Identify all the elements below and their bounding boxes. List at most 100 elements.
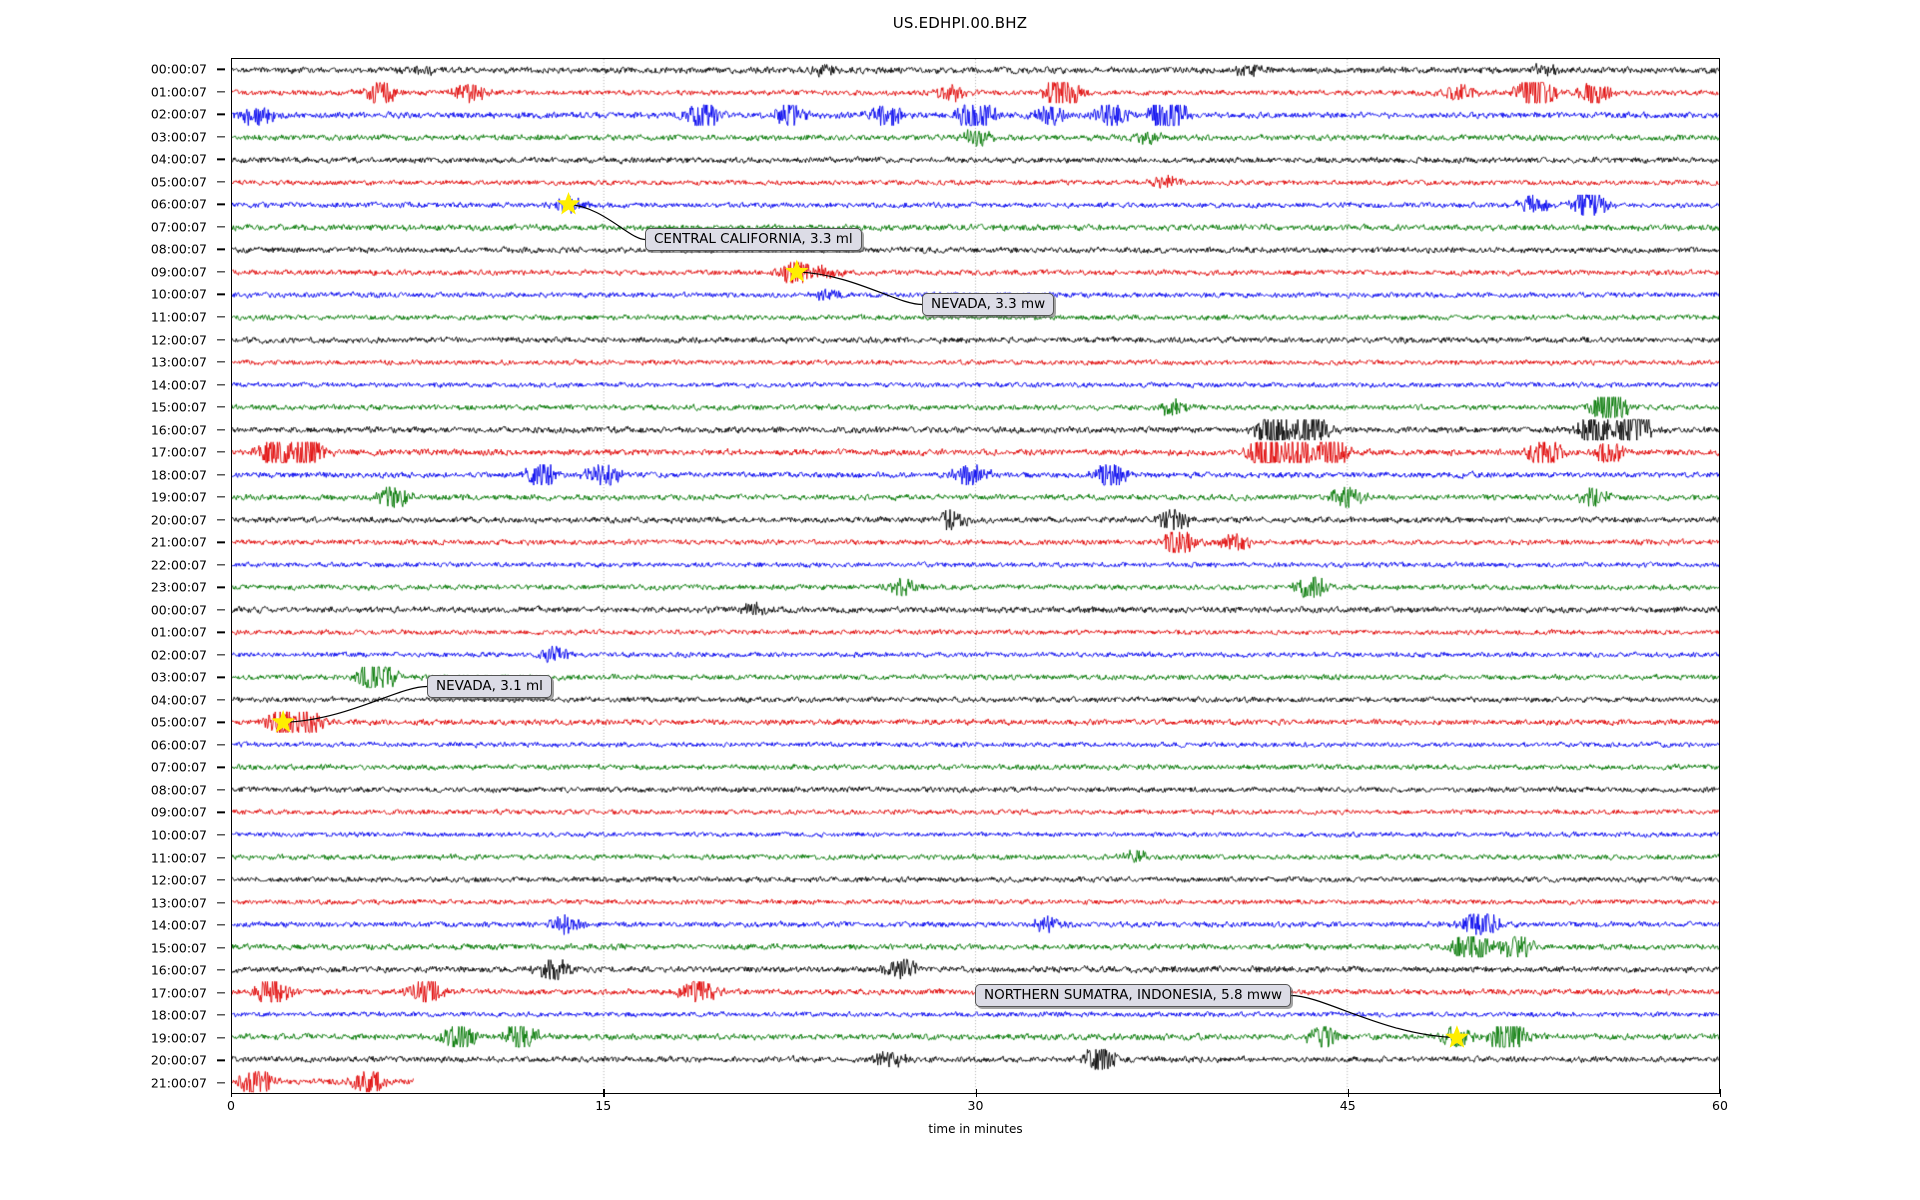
y-tick-mark bbox=[217, 564, 225, 566]
x-tick-label: 15 bbox=[595, 1098, 612, 1113]
y-axis-tick-labels: 00:00:07 01:00:07 02:00:07 03:00:07 04:00:07… bbox=[0, 58, 225, 1094]
y-tick-mark bbox=[217, 293, 225, 296]
y-tick-mark bbox=[217, 631, 225, 633]
y-tick-label: 09:00:07 bbox=[150, 804, 207, 820]
event-annotation-event-nevada-31ml[interactable]: NEVADA, 3.1 ml bbox=[427, 675, 552, 699]
y-tick-mark bbox=[217, 811, 225, 814]
plot-area bbox=[231, 58, 1720, 1094]
y-tick-mark bbox=[217, 496, 225, 498]
y-tick-label: 01:00:07 bbox=[150, 84, 207, 100]
y-tick-label: 14:00:07 bbox=[150, 377, 207, 393]
x-tick-label: 30 bbox=[967, 1098, 984, 1113]
y-tick-label: 18:00:07 bbox=[150, 1007, 207, 1023]
y-tick-label: 09:00:07 bbox=[150, 264, 207, 280]
y-tick-label: 13:00:07 bbox=[150, 895, 207, 911]
y-tick-label: 07:00:07 bbox=[150, 759, 207, 775]
y-tick-mark bbox=[217, 271, 225, 273]
y-tick-label: 04:00:07 bbox=[150, 151, 207, 167]
y-tick-mark bbox=[217, 676, 225, 678]
x-tick-mark bbox=[603, 1089, 605, 1097]
y-tick-mark bbox=[217, 699, 225, 701]
y-tick-mark bbox=[217, 338, 225, 341]
y-tick-label: 06:00:07 bbox=[150, 196, 207, 212]
y-tick-label: 03:00:07 bbox=[150, 129, 207, 145]
y-tick-label: 17:00:07 bbox=[150, 985, 207, 1001]
y-tick-mark bbox=[217, 1037, 225, 1039]
y-tick-mark bbox=[217, 879, 225, 881]
x-tick-mark bbox=[1347, 1089, 1350, 1097]
y-tick-mark bbox=[217, 789, 225, 791]
x-tick-label: 0 bbox=[227, 1098, 235, 1113]
y-tick-mark bbox=[217, 856, 225, 859]
y-tick-label: 10:00:07 bbox=[150, 827, 207, 843]
y-tick-mark bbox=[217, 406, 225, 408]
y-tick-mark bbox=[217, 519, 225, 521]
y-tick-label: 00:00:07 bbox=[150, 602, 207, 618]
y-tick-mark bbox=[217, 473, 225, 476]
x-tick-label: 60 bbox=[1712, 1098, 1728, 1113]
y-tick-mark bbox=[217, 68, 225, 70]
y-tick-label: 21:00:07 bbox=[150, 534, 207, 550]
y-tick-mark bbox=[217, 181, 225, 183]
y-tick-label: 11:00:07 bbox=[150, 850, 207, 866]
y-tick-mark bbox=[217, 991, 225, 994]
y-tick-label: 16:00:07 bbox=[150, 962, 207, 978]
y-tick-label: 10:00:07 bbox=[150, 286, 207, 302]
figure-title: US.EDHPI.00.BHZ bbox=[892, 14, 1028, 32]
y-tick-mark bbox=[217, 136, 225, 138]
y-tick-label: 11:00:07 bbox=[150, 309, 207, 325]
y-tick-mark bbox=[217, 586, 225, 588]
y-tick-label: 21:00:07 bbox=[150, 1075, 207, 1091]
y-tick-label: 22:00:07 bbox=[150, 557, 207, 573]
y-tick-mark bbox=[217, 744, 225, 746]
y-tick-label: 02:00:07 bbox=[150, 106, 207, 122]
y-tick-mark bbox=[217, 654, 225, 656]
x-tick-label: 45 bbox=[1339, 1098, 1356, 1113]
y-tick-label: 15:00:07 bbox=[150, 399, 207, 415]
y-tick-label: 17:00:07 bbox=[150, 444, 207, 460]
y-tick-label: 05:00:07 bbox=[150, 714, 207, 730]
x-tick-mark bbox=[231, 1089, 233, 1097]
y-tick-label: 04:00:07 bbox=[150, 692, 207, 708]
y-tick-mark bbox=[217, 766, 225, 769]
y-tick-mark bbox=[217, 721, 225, 724]
y-tick-label: 00:00:07 bbox=[150, 61, 207, 77]
y-tick-label: 05:00:07 bbox=[150, 174, 207, 190]
y-tick-label: 06:00:07 bbox=[150, 737, 207, 753]
y-tick-label: 12:00:07 bbox=[150, 872, 207, 888]
event-annotation-event-northern-sumatra[interactable]: NORTHERN SUMATRA, INDONESIA, 5.8 mww bbox=[975, 984, 1292, 1008]
y-tick-mark bbox=[217, 316, 225, 318]
y-tick-label: 18:00:07 bbox=[150, 467, 207, 483]
y-tick-mark bbox=[217, 834, 225, 836]
y-tick-label: 01:00:07 bbox=[150, 624, 207, 640]
y-tick-label: 19:00:07 bbox=[150, 1030, 207, 1046]
y-tick-label: 13:00:07 bbox=[150, 354, 207, 370]
y-tick-label: 08:00:07 bbox=[150, 782, 207, 798]
event-annotation-event-central-california[interactable]: CENTRAL CALIFORNIA, 3.3 ml bbox=[645, 228, 862, 252]
y-tick-mark bbox=[217, 226, 225, 228]
y-tick-mark bbox=[217, 158, 225, 160]
y-tick-label: 12:00:07 bbox=[150, 332, 207, 348]
y-tick-mark bbox=[217, 1014, 225, 1016]
y-tick-mark bbox=[217, 203, 225, 206]
y-tick-label: 07:00:07 bbox=[150, 219, 207, 235]
y-tick-mark bbox=[217, 969, 225, 971]
y-tick-label: 20:00:07 bbox=[150, 512, 207, 528]
y-tick-label: 19:00:07 bbox=[150, 489, 207, 505]
waveform-canvas bbox=[232, 59, 1719, 1093]
y-tick-label: 14:00:07 bbox=[150, 917, 207, 933]
y-tick-label: 20:00:07 bbox=[150, 1052, 207, 1068]
y-tick-mark bbox=[217, 383, 225, 386]
event-annotation-event-nevada-33mw[interactable]: NEVADA, 3.3 mw bbox=[922, 293, 1055, 317]
y-tick-mark bbox=[217, 1082, 225, 1084]
y-tick-mark bbox=[217, 946, 225, 949]
y-tick-label: 03:00:07 bbox=[150, 669, 207, 685]
y-tick-mark bbox=[217, 541, 225, 543]
y-tick-mark bbox=[217, 901, 225, 904]
y-tick-mark bbox=[217, 113, 225, 115]
y-tick-label: 02:00:07 bbox=[150, 647, 207, 663]
y-tick-label: 16:00:07 bbox=[150, 422, 207, 438]
y-tick-mark bbox=[217, 248, 225, 251]
x-tick-mark bbox=[1720, 1089, 1722, 1097]
y-tick-mark bbox=[217, 924, 225, 926]
